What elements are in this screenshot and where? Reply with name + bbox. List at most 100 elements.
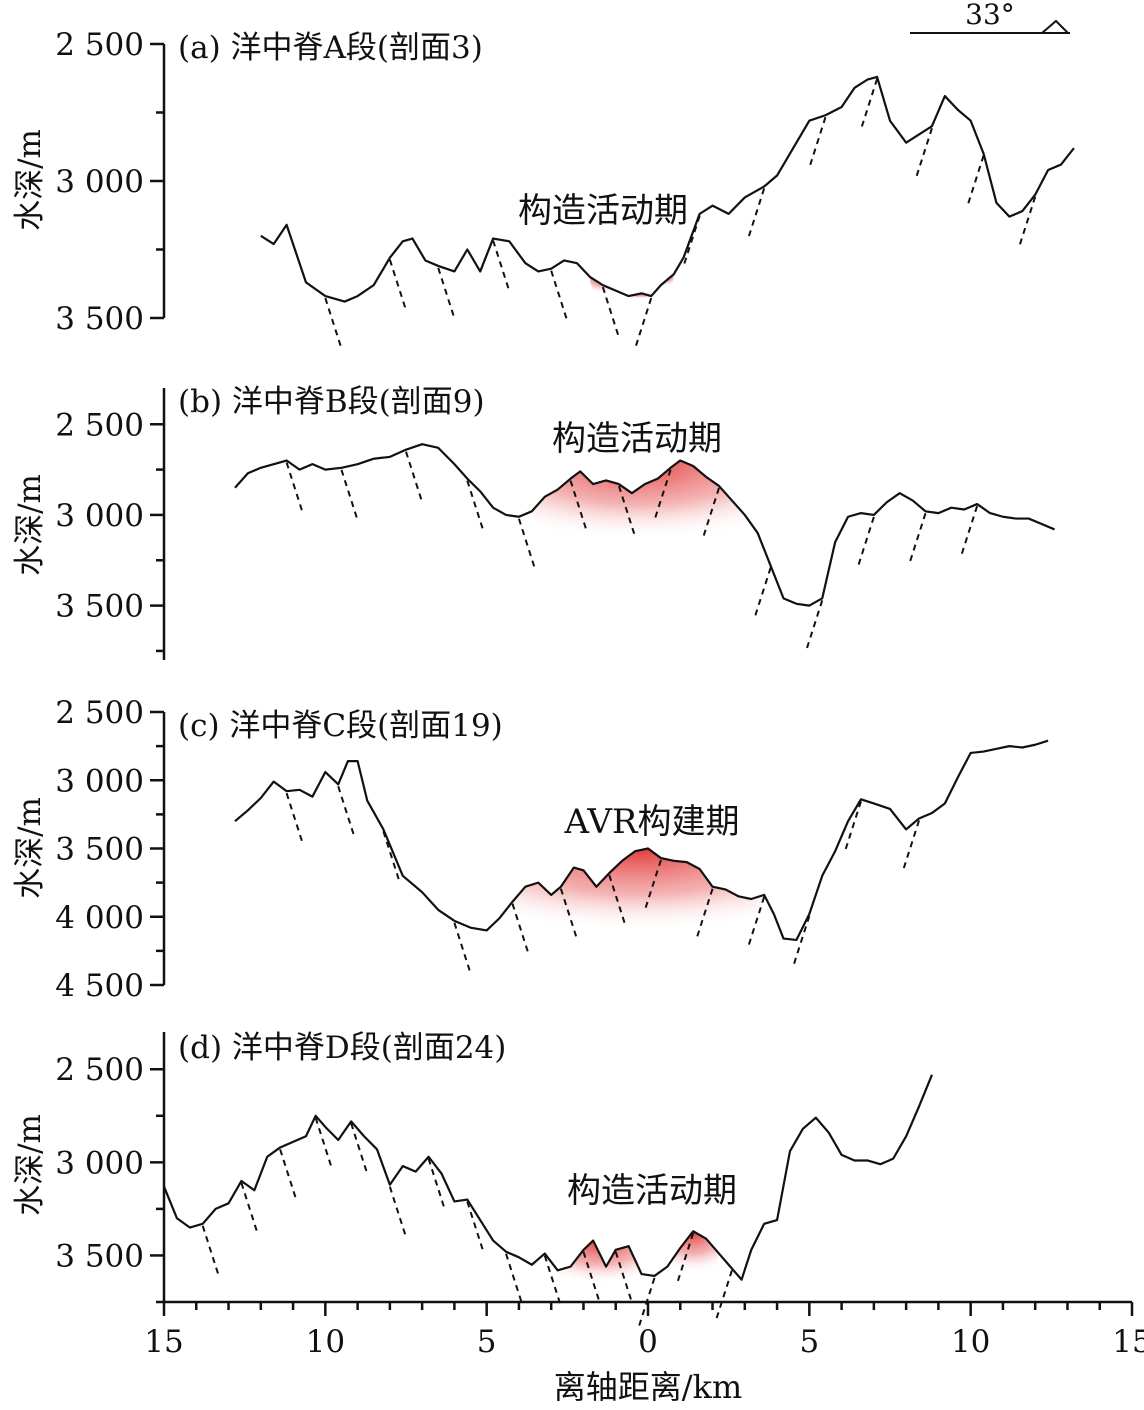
fault-line	[860, 78, 879, 130]
fault-line	[682, 215, 701, 267]
y-tick-label: 3 500	[55, 832, 144, 868]
fault-line	[805, 600, 824, 651]
fault-line	[285, 462, 304, 513]
y-tick-label: 2 500	[55, 695, 144, 731]
y-tick-label: 3 000	[55, 1145, 144, 1181]
panel-title: (b) 洋中脊B段(剖面9)	[178, 384, 485, 420]
fault-line	[569, 480, 588, 531]
y-tick-label: 3 500	[55, 589, 144, 625]
highlight-area	[512, 848, 765, 932]
fault-line	[350, 1123, 369, 1174]
fault-line	[279, 1149, 298, 1200]
fault-line	[695, 888, 714, 940]
bathymetry-profile-line	[260, 75, 1075, 303]
x-tick-label: 0	[638, 1324, 658, 1360]
y-tick-label: 3 000	[55, 164, 144, 200]
x-tick-label: 15	[1112, 1324, 1144, 1360]
fault-line	[453, 922, 472, 974]
fault-line	[608, 874, 627, 926]
fault-line	[337, 786, 356, 837]
fault-line	[505, 1253, 523, 1305]
fault-line	[285, 792, 304, 844]
phase-annotation: 构造活动期	[518, 191, 688, 231]
highlight-area	[667, 1231, 719, 1273]
fault-line	[559, 888, 578, 940]
fault-line	[543, 1255, 562, 1306]
y-tick-label: 3 500	[55, 301, 144, 337]
fault-line	[582, 1251, 601, 1303]
y-tick-label: 4 500	[55, 968, 144, 1004]
fault-line	[382, 831, 401, 882]
fault-line	[601, 286, 620, 338]
y-tick-label: 3 000	[55, 763, 144, 799]
phase-annotation: AVR构建期	[563, 802, 739, 842]
fault-line	[517, 518, 536, 570]
fault-line	[314, 1117, 333, 1169]
y-axis-label: 水深/m	[12, 129, 48, 231]
y-axis-label: 水深/m	[12, 474, 48, 576]
x-tick-label: 5	[799, 1324, 819, 1360]
x-tick-label: 15	[144, 1324, 183, 1360]
fault-line	[437, 267, 456, 319]
fault-line	[466, 480, 485, 531]
fault-line	[908, 513, 927, 564]
fault-line	[792, 915, 811, 967]
x-tick-label: 5	[477, 1324, 497, 1360]
fault-line	[614, 1251, 633, 1303]
phase-annotation: 构造活动期	[552, 419, 722, 459]
panel-a: 2 500 3 000 3 500 水深/m (a) 洋中脊A段(剖面3) 构造活动期	[12, 27, 1075, 349]
fault-line	[902, 820, 920, 871]
panel-c: 2 500 3 000 3 500 4 000 4 500 水深/m (c) 洋中脊C段(剖…	[12, 695, 1049, 1004]
fault-line	[324, 297, 343, 349]
orientation-marker: 33°	[910, 0, 1071, 34]
fault-line	[201, 1225, 220, 1277]
y-tick-label: 3 500	[55, 1238, 144, 1274]
panel-title: (a) 洋中脊A段(剖面3)	[178, 30, 483, 66]
y-tick-label: 2 500	[55, 1052, 144, 1088]
fault-line	[240, 1182, 259, 1234]
bathymetry-profile-line	[162, 1074, 933, 1281]
fault-line	[618, 485, 636, 537]
fault-line	[914, 127, 933, 179]
fault-line	[960, 505, 979, 557]
fault-line	[643, 859, 662, 911]
slope-triangle-icon	[1039, 19, 1071, 34]
orientation-label: 33°	[965, 0, 1015, 31]
fault-line	[702, 487, 720, 539]
highlight-area	[557, 1240, 642, 1285]
fault-line	[808, 116, 827, 168]
panel-title: (c) 洋中脊C段(剖面19)	[178, 708, 503, 744]
fault-line	[492, 240, 511, 291]
y-tick-label: 2 500	[55, 407, 144, 443]
x-axis: 15 10 5 0 5 10 15	[144, 1300, 1144, 1360]
bathymetry-profile-line	[234, 739, 1049, 942]
fault-line	[747, 188, 766, 239]
fault-line	[676, 1232, 695, 1284]
x-axis-label: 离轴距离/km	[554, 1368, 743, 1406]
bathymetry-profile-line	[234, 443, 1055, 607]
fault-line	[653, 469, 672, 521]
y-tick-label: 4 000	[55, 900, 144, 936]
fault-line	[634, 297, 653, 349]
x-tick-label: 10	[306, 1324, 345, 1360]
fault-line	[753, 567, 772, 619]
fault-line	[388, 1186, 407, 1237]
y-tick-label: 2 500	[55, 27, 144, 63]
fault-line	[1018, 196, 1037, 248]
x-tick-label: 10	[951, 1324, 990, 1360]
fault-line	[747, 896, 766, 948]
panel-title: (d) 洋中脊D段(剖面24)	[178, 1030, 506, 1066]
highlight-area	[531, 460, 745, 541]
fault-line	[405, 451, 423, 502]
fault-line	[511, 903, 530, 955]
fault-line	[966, 155, 985, 206]
fault-line	[427, 1158, 446, 1210]
phase-annotation: 构造活动期	[567, 1171, 737, 1211]
fault-line	[550, 270, 569, 321]
fault-line	[340, 469, 359, 521]
fault-line	[856, 516, 875, 568]
fault-line	[466, 1201, 485, 1252]
fault-line	[388, 259, 407, 311]
